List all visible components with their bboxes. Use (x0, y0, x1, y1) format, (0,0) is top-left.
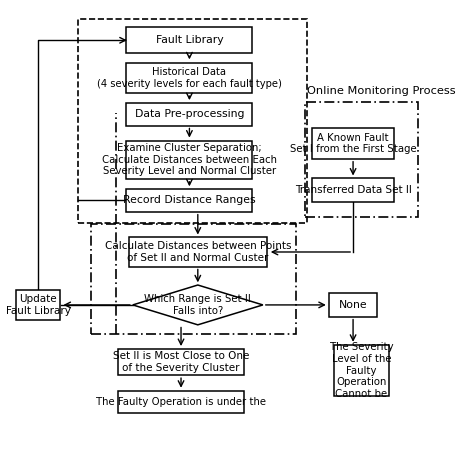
Text: Online Monitoring Process: Online Monitoring Process (307, 86, 456, 97)
Bar (128, 237, 267, 266)
Text: Historical Data
(4 severity levels for each fault type): Historical Data (4 severity levels for e… (97, 67, 282, 89)
Bar (127, 189, 252, 212)
Text: Set II is Most Close to One
of the Severity Cluster: Set II is Most Close to One of the Sever… (113, 351, 249, 373)
Text: Fault Library: Fault Library (155, 35, 223, 45)
Text: None: None (339, 300, 367, 310)
Bar (118, 349, 244, 375)
Bar (305, 102, 418, 217)
Text: Record Distance Ranges: Record Distance Ranges (123, 195, 256, 205)
Bar (127, 103, 252, 126)
Bar (16, 290, 60, 320)
Text: Transferred Data Set II: Transferred Data Set II (295, 185, 411, 195)
Bar (312, 128, 394, 158)
Bar (334, 345, 389, 396)
Text: Update
Fault Library: Update Fault Library (6, 294, 71, 316)
Text: Examine Cluster Separation;
Calculate Distances between Each
Severity Level and : Examine Cluster Separation; Calculate Di… (102, 143, 277, 176)
Text: Which Range is Set II
Falls into?: Which Range is Set II Falls into? (145, 294, 251, 316)
Bar (127, 63, 252, 93)
Text: The Faulty Operation is under the: The Faulty Operation is under the (96, 397, 266, 407)
Bar (127, 27, 252, 53)
Bar (118, 391, 244, 413)
Bar (312, 178, 394, 202)
Text: Calculate Distances between Points
of Set II and Normal Custer: Calculate Distances between Points of Se… (105, 241, 291, 263)
Polygon shape (133, 285, 263, 325)
Text: The Severity
Level of the
Faulty
Operation
Cannot be: The Severity Level of the Faulty Operati… (329, 342, 393, 399)
Text: A Known Fault
Set I from the First Stage: A Known Fault Set I from the First Stage (290, 133, 416, 154)
Bar (329, 293, 377, 317)
Bar (127, 140, 252, 179)
Bar (78, 19, 307, 223)
Text: Data Pre-processing: Data Pre-processing (135, 109, 244, 119)
Bar (91, 224, 296, 335)
